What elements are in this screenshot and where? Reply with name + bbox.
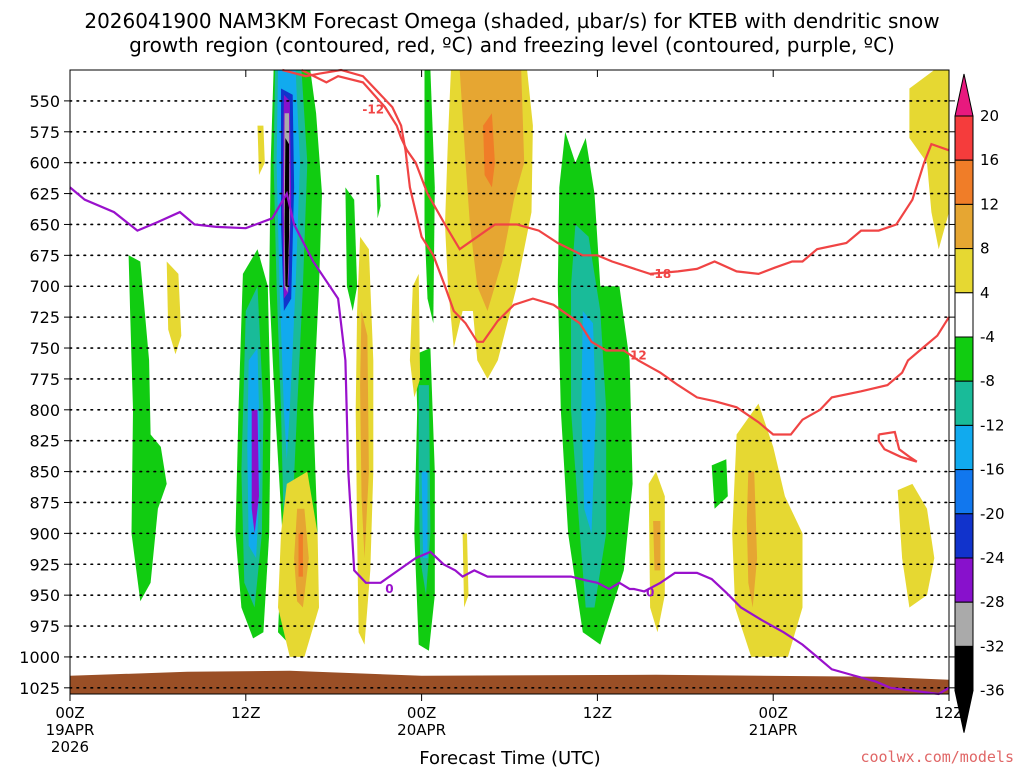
colorbar-tick-label-5: -4 (980, 328, 995, 346)
dgz-contour-2 (877, 430, 918, 463)
omega-region-orange-31 (459, 70, 525, 311)
dgz-label-0: -12 (362, 103, 384, 117)
colorbar-segment-12 (954, 645, 974, 692)
colorbar-segment-11 (954, 601, 974, 647)
colorbar-segment-2 (954, 203, 974, 250)
contour-labels: -12 -18 12 0 0 (362, 103, 671, 600)
omega-region-orange-37 (746, 471, 758, 608)
x-tick-label-12-0: 12Z (231, 704, 260, 722)
y-tick-label-800: 800 (29, 401, 60, 420)
colorbar-tick-label-11: -28 (980, 593, 1005, 611)
chart-title-line1: 2026041900 NAM3KM Forecast Omega (shaded… (84, 9, 939, 33)
x-tick-label-0-0: 00Z (55, 704, 84, 722)
dgz-label-2: 12 (630, 348, 647, 362)
y-tick-label-600: 600 (29, 154, 60, 173)
colorbar-tick-label-1: 16 (980, 151, 999, 169)
x-tick-label-48-0: 00Z (759, 704, 788, 722)
colorbar-tick-label-7: -12 (980, 416, 1005, 434)
colorbar-segment-4 (954, 292, 974, 338)
omega-region-green-11 (128, 255, 167, 602)
colorbar-segment-0 (954, 115, 974, 161)
y-tick-label-900: 900 (29, 524, 60, 543)
y-tick-label-575: 575 (29, 123, 60, 142)
x-tick-label-24-0: 00Z (407, 704, 436, 722)
y-tick-label-750: 750 (29, 339, 60, 358)
omega-region-yellow-39 (897, 483, 935, 608)
x-tick-label-60-0: 12Z (934, 704, 963, 722)
colorbar-tick-label-9: -20 (980, 505, 1005, 523)
colorbar-segment-9 (954, 513, 974, 559)
y-tick-label-550: 550 (29, 92, 60, 111)
y-tick-label-875: 875 (29, 493, 60, 512)
colorbar-tick-label-12: -32 (980, 637, 1005, 655)
omega-region-yellow-38 (909, 70, 949, 250)
omega-region-orange-28 (360, 311, 369, 559)
y-tick-label-775: 775 (29, 370, 60, 389)
y-tick-label-675: 675 (29, 246, 60, 265)
colorbar-tick-label-0: 20 (980, 107, 999, 125)
omega-region-lightblue-16 (421, 471, 428, 559)
y-tick-label-725: 725 (29, 308, 60, 327)
colorbar-segment-3 (954, 248, 974, 294)
colorbar-tick-label-8: -16 (980, 461, 1005, 479)
omega-region-black-6 (284, 138, 289, 287)
omega-region-green-13 (376, 175, 381, 219)
dgz-contours (282, 68, 950, 463)
colorbar-tick-label-3: 8 (980, 240, 990, 258)
x-tick-label-0-1: 19APR (46, 721, 95, 739)
colorbar-segment-5 (954, 336, 974, 382)
colorbar-arrow-bottom (954, 690, 974, 733)
freezing-level-label-1: 0 (646, 586, 654, 600)
colorbar-tick-label-13: -36 (980, 682, 1005, 700)
dgz-contour-0 (282, 68, 950, 436)
x-tick-label-48-1: 21APR (749, 721, 798, 739)
y-tick-label-1000: 1000 (19, 648, 60, 667)
colorbar-segment-8 (954, 469, 974, 515)
freezing-level-label-0: 0 (385, 582, 393, 596)
dgz-label-1: -18 (650, 267, 672, 281)
colorbar-segment-7 (954, 424, 974, 471)
colorbar-tick-label-4: 4 (980, 284, 990, 302)
colorbar-tick-label-10: -24 (980, 549, 1005, 567)
colorbar-tick-label-2: 12 (980, 195, 999, 213)
omega-region-yellow-22 (166, 261, 182, 355)
omega-region-lightblue-20 (581, 311, 596, 534)
plot-area: -12 -18 12 0 0 (69, 68, 950, 696)
credit-text: coolwx.com/models (860, 748, 1014, 766)
colorbar-segment-6 (954, 380, 974, 426)
grid-lines (69, 100, 950, 689)
y-tick-label-825: 825 (29, 432, 60, 451)
colorbar: 20 16 12 8 4 -4 -8 -12 -16 -20 -24 -28 -32 -36 (954, 73, 1005, 733)
freezing-level-contour (69, 186, 950, 696)
y-tick-label-950: 950 (29, 586, 60, 605)
y-tick-label-975: 975 (29, 617, 60, 636)
colorbar-arrow-top (954, 73, 974, 117)
y-tick-label-925: 925 (29, 555, 60, 574)
y-tick-label-650: 650 (29, 215, 60, 234)
omega-region-yellow-36 (732, 403, 803, 657)
y-tick-label-1025: 1025 (19, 679, 60, 698)
chart-title-line2: growth region (contoured, red, ºC) and f… (129, 33, 895, 57)
plot-frame (69, 69, 950, 695)
x-tick-label-24-1: 20APR (397, 721, 446, 739)
omega-region-green-12 (345, 187, 358, 311)
omega-region-red-26 (298, 533, 303, 577)
y-tick-label-850: 850 (29, 463, 60, 482)
y-tick-label-625: 625 (29, 185, 60, 204)
y-tick-label-700: 700 (29, 277, 60, 296)
colorbar-tick-label-6: -8 (980, 372, 995, 390)
dgz-contour-1 (301, 69, 950, 276)
y-axis: 550 575 600 625 650 675 700 725 750 775 800 825 850 8… (19, 92, 955, 698)
colorbar-segment-1 (954, 159, 974, 205)
x-axis-label: Forecast Time (UTC) (419, 748, 600, 768)
colorbar-segment-10 (954, 557, 974, 603)
omega-region-yellow-29 (409, 273, 421, 398)
omega-region-yellow-33 (462, 533, 469, 608)
x-tick-label-0-2: 2026 (51, 738, 89, 756)
x-tick-label-36-0: 12Z (583, 704, 612, 722)
freezing-level-line (69, 186, 950, 696)
